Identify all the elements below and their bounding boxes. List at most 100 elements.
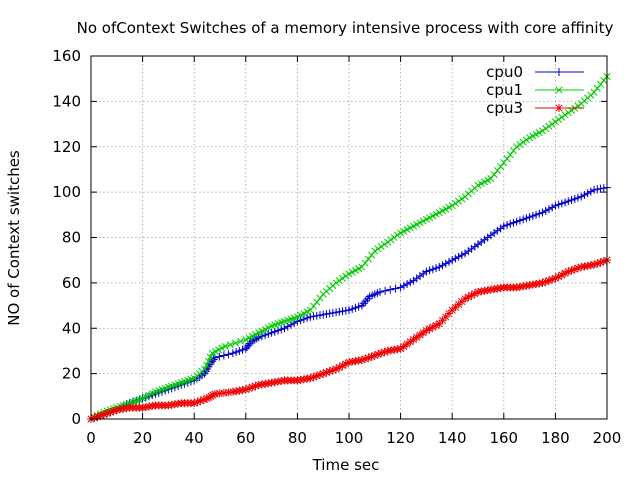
data-point bbox=[564, 197, 573, 206]
data-point bbox=[325, 309, 334, 318]
data-point bbox=[267, 328, 276, 337]
legend-label: cpu3 bbox=[486, 99, 523, 117]
data-point bbox=[235, 346, 244, 355]
y-tick-label: 20 bbox=[62, 365, 81, 383]
series-cpu0 bbox=[87, 183, 611, 423]
data-point bbox=[296, 316, 305, 325]
data-point bbox=[237, 337, 245, 345]
data-point bbox=[448, 202, 456, 210]
x-axis-label: Time sec bbox=[312, 456, 380, 474]
data-point bbox=[306, 312, 315, 321]
data-point bbox=[368, 251, 376, 259]
data-point bbox=[419, 328, 428, 337]
x-tick-label: 40 bbox=[185, 429, 204, 447]
data-point bbox=[215, 352, 224, 361]
data-point bbox=[519, 215, 528, 224]
data-point bbox=[391, 284, 400, 293]
data-point bbox=[215, 389, 224, 398]
series-markers bbox=[87, 72, 611, 423]
data-point bbox=[509, 218, 518, 227]
data-point bbox=[500, 159, 508, 167]
x-tick-label: 180 bbox=[541, 429, 570, 447]
data-point bbox=[312, 311, 321, 320]
data-point bbox=[293, 317, 302, 326]
data-point bbox=[441, 259, 450, 268]
data-point bbox=[438, 261, 447, 270]
data-point bbox=[487, 174, 495, 183]
data-point bbox=[596, 184, 605, 193]
data-point bbox=[551, 274, 560, 283]
data-point bbox=[338, 274, 347, 282]
data-point bbox=[210, 353, 219, 362]
x-tick-label: 80 bbox=[288, 429, 307, 447]
data-point bbox=[309, 312, 318, 321]
data-point bbox=[522, 214, 531, 223]
data-point bbox=[406, 278, 415, 287]
data-point bbox=[221, 342, 229, 350]
data-point bbox=[261, 331, 270, 340]
data-point bbox=[551, 201, 560, 210]
data-point bbox=[448, 256, 457, 265]
x-tick-label: 0 bbox=[86, 429, 96, 447]
data-point bbox=[204, 357, 212, 365]
y-tick-label: 60 bbox=[62, 274, 81, 292]
data-point bbox=[596, 80, 605, 88]
x-tick-label: 60 bbox=[236, 429, 255, 447]
data-point bbox=[206, 353, 214, 361]
data-point bbox=[577, 192, 586, 201]
data-point bbox=[512, 217, 521, 226]
data-point bbox=[338, 307, 347, 316]
data-point bbox=[386, 285, 395, 294]
legend-item-cpu3: cpu3 bbox=[486, 99, 584, 117]
data-point bbox=[532, 210, 541, 219]
y-tick-label: 100 bbox=[52, 183, 81, 201]
data-point bbox=[555, 104, 563, 112]
data-point bbox=[342, 272, 350, 280]
data-point bbox=[554, 272, 563, 281]
data-point bbox=[428, 265, 437, 274]
series-cpu1 bbox=[87, 72, 611, 423]
data-point bbox=[555, 68, 563, 76]
data-point bbox=[593, 84, 601, 92]
data-point bbox=[557, 199, 566, 208]
data-point bbox=[387, 236, 395, 244]
data-point bbox=[219, 351, 228, 360]
data-point bbox=[257, 332, 266, 341]
data-point bbox=[332, 279, 340, 287]
data-point bbox=[548, 203, 557, 212]
data-point bbox=[457, 251, 466, 260]
data-point bbox=[226, 341, 234, 349]
data-point bbox=[341, 306, 350, 315]
data-point bbox=[538, 208, 547, 217]
data-point bbox=[348, 304, 357, 313]
data-point bbox=[319, 310, 328, 319]
data-point bbox=[525, 213, 534, 222]
x-tick-label: 160 bbox=[489, 429, 518, 447]
y-tick-label: 80 bbox=[62, 229, 81, 247]
y-tick-label: 0 bbox=[71, 410, 81, 428]
data-point bbox=[371, 247, 379, 255]
data-point bbox=[345, 306, 353, 315]
data-point bbox=[432, 264, 441, 273]
data-point bbox=[516, 140, 524, 149]
data-point bbox=[200, 365, 209, 373]
x-axis: 0 20 40 60 80 100 120 140 160 180 200 bbox=[86, 56, 621, 447]
plot-frame bbox=[90, 55, 608, 420]
data-point bbox=[283, 322, 292, 331]
data-point bbox=[332, 308, 341, 317]
data-point bbox=[458, 195, 466, 203]
data-point bbox=[454, 252, 463, 261]
y-tick-label: 160 bbox=[52, 47, 81, 65]
data-point bbox=[364, 255, 372, 263]
data-point bbox=[264, 329, 273, 338]
data-point bbox=[354, 302, 363, 311]
data-point bbox=[231, 339, 240, 347]
data-point bbox=[499, 222, 508, 231]
data-point bbox=[580, 190, 589, 199]
data-point bbox=[451, 254, 460, 263]
data-point bbox=[554, 200, 563, 209]
data-point bbox=[590, 88, 598, 96]
data-point bbox=[299, 315, 308, 324]
